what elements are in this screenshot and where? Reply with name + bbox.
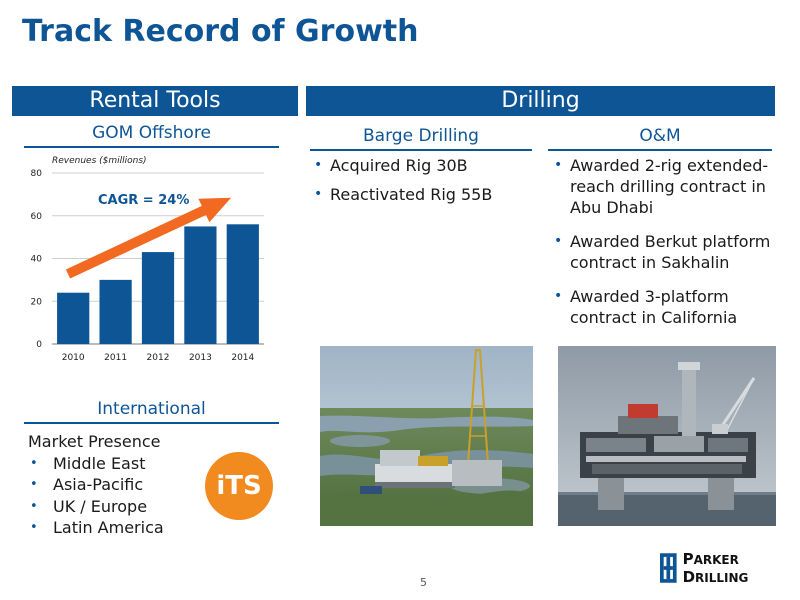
chart-bars xyxy=(57,224,259,344)
chart-y-axis: 0 20 40 60 80 xyxy=(31,169,43,350)
y-tick-label: 20 xyxy=(31,297,43,307)
growth-arrow xyxy=(65,197,232,279)
drilling-band: Drilling xyxy=(306,86,775,116)
x-tick-label: 2010 xyxy=(62,353,85,363)
y-tick-label: 0 xyxy=(36,340,42,350)
list-item: Awarded 3-platform contract in Californi… xyxy=(552,286,782,328)
parker-drilling-mark-icon xyxy=(660,553,677,583)
international-list: Market Presence Middle East Asia-Pacific… xyxy=(28,431,164,539)
y-tick-label: 80 xyxy=(31,169,43,179)
y-tick-label: 40 xyxy=(31,255,43,265)
offshore-platform-photo xyxy=(558,346,776,526)
chart-title: Revenues ($millions) xyxy=(52,156,147,166)
list-item: UK / Europe xyxy=(28,496,164,518)
list-item: Middle East xyxy=(28,453,164,475)
parker-drilling-wordmark: PARKER DRILLING xyxy=(682,550,749,586)
x-tick-label: 2013 xyxy=(189,353,212,363)
list-item: Acquired Rig 30B xyxy=(312,155,532,176)
x-tick-label: 2012 xyxy=(147,353,170,363)
barge-drilling-list: Acquired Rig 30B Reactivated Rig 55B xyxy=(312,155,532,218)
barge-rig-photo xyxy=(320,346,533,526)
parker-drilling-logo: PARKER DRILLING xyxy=(660,550,800,586)
cagr-annotation: CAGR = 24% xyxy=(98,193,189,208)
rental-tools-band: Rental Tools xyxy=(12,86,298,116)
chart-x-axis: 2010 2011 2012 2013 2014 xyxy=(62,353,255,363)
page-number: 5 xyxy=(420,576,427,589)
bar-2010 xyxy=(57,292,90,344)
y-tick-label: 60 xyxy=(31,212,43,222)
x-tick-label: 2014 xyxy=(231,353,254,363)
bar-2012 xyxy=(141,252,175,344)
slide-title: Track Record of Growth xyxy=(22,14,419,49)
bar-2011 xyxy=(99,279,132,344)
market-presence-label: Market Presence xyxy=(28,432,161,451)
x-tick-label: 2011 xyxy=(104,353,127,363)
bar-2013 xyxy=(184,226,217,344)
om-list: Awarded 2-rig extended-reach drilling co… xyxy=(552,155,782,341)
list-item: Asia-Pacific xyxy=(28,474,164,496)
list-item: Awarded Berkut platform contract in Sakh… xyxy=(552,231,782,273)
international-heading: International xyxy=(24,399,279,424)
list-item: Awarded 2-rig extended-reach drilling co… xyxy=(552,155,782,218)
gom-offshore-heading: GOM Offshore xyxy=(24,123,279,148)
om-heading: O&M xyxy=(548,126,772,151)
list-item: Reactivated Rig 55B xyxy=(312,184,532,205)
its-logo: iTS xyxy=(205,452,273,520)
bar-2014 xyxy=(226,224,259,344)
growth-arrow-shape xyxy=(65,197,232,279)
barge-drilling-heading: Barge Drilling xyxy=(310,126,532,151)
list-item: Latin America xyxy=(28,517,164,539)
